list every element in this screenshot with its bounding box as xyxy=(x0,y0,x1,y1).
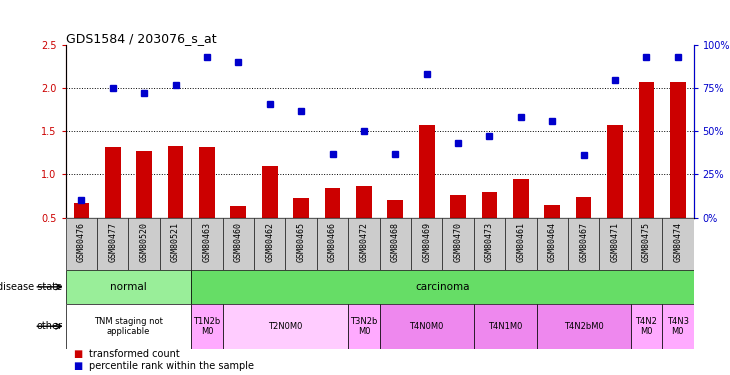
Bar xyxy=(223,304,348,349)
Bar xyxy=(474,217,505,270)
Bar xyxy=(662,217,694,270)
Bar xyxy=(513,179,529,218)
Bar xyxy=(607,125,623,218)
Bar xyxy=(599,217,631,270)
Text: T4N2bM0: T4N2bM0 xyxy=(564,322,604,331)
Text: other: other xyxy=(36,321,62,331)
Bar xyxy=(66,304,191,349)
Text: GSM80471: GSM80471 xyxy=(610,222,620,262)
Text: T2N0M0: T2N0M0 xyxy=(268,322,303,331)
Text: GSM80464: GSM80464 xyxy=(548,222,557,262)
Text: ■: ■ xyxy=(73,350,82,359)
Bar xyxy=(537,304,631,349)
Bar xyxy=(380,304,474,349)
Bar xyxy=(293,198,309,217)
Text: GSM80520: GSM80520 xyxy=(139,222,149,262)
Text: T4N1M0: T4N1M0 xyxy=(488,322,523,331)
Bar xyxy=(137,151,152,217)
Bar xyxy=(66,217,97,270)
Bar xyxy=(450,195,466,217)
Bar xyxy=(662,304,694,349)
Bar xyxy=(411,217,442,270)
Bar xyxy=(97,217,128,270)
Bar xyxy=(168,146,183,218)
Text: T4N2
M0: T4N2 M0 xyxy=(636,316,657,336)
Bar xyxy=(317,217,348,270)
Text: GSM80474: GSM80474 xyxy=(673,222,683,262)
Bar xyxy=(348,304,380,349)
Text: GSM80473: GSM80473 xyxy=(485,222,494,262)
Bar xyxy=(639,82,654,218)
Bar xyxy=(576,197,591,217)
Text: disease state: disease state xyxy=(0,282,62,292)
Bar xyxy=(199,147,215,218)
Bar xyxy=(537,217,568,270)
Bar xyxy=(442,217,474,270)
Bar xyxy=(545,205,560,218)
Text: GSM80472: GSM80472 xyxy=(359,222,369,262)
Text: GSM80463: GSM80463 xyxy=(202,222,212,262)
Bar xyxy=(160,217,191,270)
Text: GSM80468: GSM80468 xyxy=(391,222,400,262)
Text: transformed count: transformed count xyxy=(89,350,180,359)
Bar xyxy=(191,304,223,349)
Text: carcinoma: carcinoma xyxy=(415,282,469,292)
Bar xyxy=(419,125,434,218)
Bar xyxy=(223,217,254,270)
Text: T1N2b
M0: T1N2b M0 xyxy=(193,316,220,336)
Text: GSM80477: GSM80477 xyxy=(108,222,118,262)
Text: TNM staging not
applicable: TNM staging not applicable xyxy=(94,316,163,336)
Text: percentile rank within the sample: percentile rank within the sample xyxy=(89,361,254,370)
Bar xyxy=(631,304,662,349)
Text: normal: normal xyxy=(110,282,147,292)
Text: GSM80469: GSM80469 xyxy=(422,222,431,262)
Text: GDS1584 / 203076_s_at: GDS1584 / 203076_s_at xyxy=(66,32,216,45)
Text: T4N3
M0: T4N3 M0 xyxy=(666,316,689,336)
Bar xyxy=(74,203,89,217)
Bar xyxy=(348,217,380,270)
Bar xyxy=(285,217,317,270)
Text: GSM80465: GSM80465 xyxy=(296,222,306,262)
Text: T3N2b
M0: T3N2b M0 xyxy=(350,316,377,336)
Text: ■: ■ xyxy=(73,361,82,370)
Text: GSM80470: GSM80470 xyxy=(453,222,463,262)
Bar xyxy=(191,270,694,304)
Bar xyxy=(474,304,537,349)
Bar xyxy=(262,166,277,218)
Bar xyxy=(66,270,191,304)
Bar xyxy=(505,217,537,270)
Bar xyxy=(380,217,411,270)
Bar xyxy=(670,82,685,218)
Text: GSM80461: GSM80461 xyxy=(516,222,526,262)
Bar xyxy=(631,217,662,270)
Bar xyxy=(482,192,497,217)
Text: GSM80467: GSM80467 xyxy=(579,222,588,262)
Bar xyxy=(105,147,120,218)
Bar xyxy=(568,217,599,270)
Bar xyxy=(254,217,285,270)
Text: GSM80466: GSM80466 xyxy=(328,222,337,262)
Bar xyxy=(325,188,340,218)
Bar xyxy=(388,200,403,217)
Text: T4N0M0: T4N0M0 xyxy=(410,322,444,331)
Bar xyxy=(356,186,372,218)
Text: GSM80460: GSM80460 xyxy=(234,222,243,262)
Bar xyxy=(191,217,223,270)
Text: GSM80521: GSM80521 xyxy=(171,222,180,262)
Bar xyxy=(128,217,160,270)
Text: GSM80475: GSM80475 xyxy=(642,222,651,262)
Text: GSM80462: GSM80462 xyxy=(265,222,274,262)
Text: GSM80476: GSM80476 xyxy=(77,222,86,262)
Bar xyxy=(231,206,246,218)
